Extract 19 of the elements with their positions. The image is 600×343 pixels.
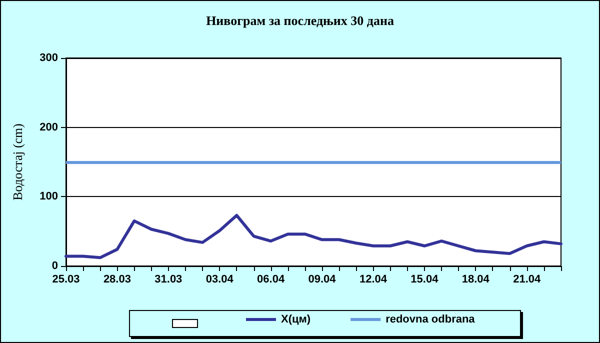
y-tick-label: 100 [40, 190, 58, 203]
x-tick-label: 12.04 [359, 274, 388, 286]
x-tick-label: 25.03 [52, 274, 80, 286]
x-tick-label: 06.04 [257, 274, 286, 286]
x-tick-label: 31.03 [154, 274, 182, 286]
x-tick-label: 03.04 [206, 274, 234, 286]
x-tick-label: 09.04 [308, 274, 337, 286]
y-tick-label: 200 [40, 121, 58, 134]
x-tick-label: 18.04 [462, 274, 490, 286]
chart-title: Нивограм за последњих 30 дана [206, 13, 394, 28]
x-tick-label: 15.04 [410, 274, 440, 286]
x-tick-label: 21.04 [513, 274, 542, 286]
line-series [64, 214, 562, 260]
x-tick-label: 28.03 [103, 274, 131, 286]
legend-label: X(цм) [281, 314, 311, 326]
y-tick-label: 300 [40, 52, 58, 64]
y-axis-title: Водостај (cm) [10, 123, 25, 201]
y-tick-label: 0 [52, 260, 58, 272]
legend-label: redovna odbrana [386, 314, 476, 326]
